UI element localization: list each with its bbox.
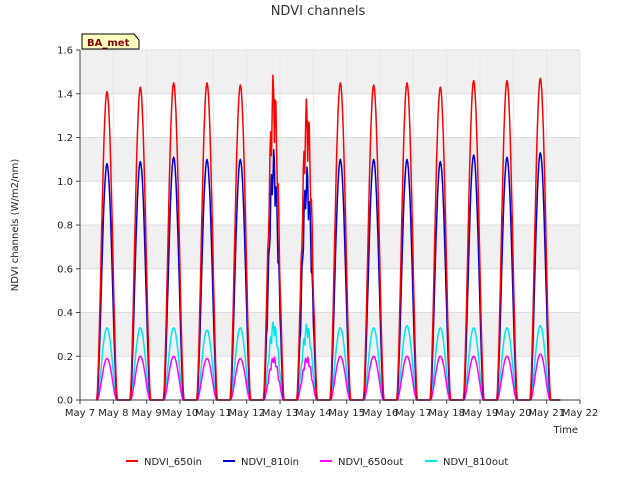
x-tick-label: May 12 [228,408,265,419]
legend-label: NDVI_810in [241,457,299,468]
y-tick-label: 1.6 [57,46,73,57]
grid-band [80,137,580,182]
x-tick-label: May 19 [462,408,499,419]
legend-label: NDVI_810out [443,457,508,468]
legend-item-ndvi_810in[interactable]: NDVI_810in [223,457,299,468]
x-tick-label: May 17 [395,408,432,419]
legend-item-ndvi_650out[interactable]: NDVI_650out [320,457,403,468]
legend-label: NDVI_650out [338,457,403,468]
x-tick-label: May 11 [195,408,232,419]
y-axis-label: NDVI channels (W/m2/nm) [10,159,21,292]
y-tick-label: 1.2 [57,133,73,144]
legend: NDVI_650in NDVI_810in NDVI_650out NDVI_810o… [126,457,508,468]
grid-band [80,312,580,357]
grid-band [80,50,580,94]
x-tick-label: May 20 [495,408,532,419]
y-tick-label: 1.0 [57,177,73,188]
x-tick-label: May 18 [428,408,465,419]
legend-item-ndvi_650in[interactable]: NDVI_650in [126,457,202,468]
x-tick-label: May 13 [262,408,299,419]
x-tick-label: May 10 [162,408,199,419]
legend-label: NDVI_650in [144,457,202,468]
grid-band [80,225,580,269]
x-tick-label: May 14 [295,408,332,419]
y-tick-label: 0.2 [57,352,73,363]
x-tick-label: May 21 [528,408,565,419]
x-tick-label: May 22 [562,408,599,419]
y-tick-label: 0.0 [57,396,73,407]
site-badge: BA_met [81,33,140,50]
y-tick-label: 0.8 [57,221,73,232]
x-tick-label: May 8 [98,408,128,419]
x-tick-label: May 9 [132,408,162,419]
x-tick-label: May 16 [362,408,399,419]
y-tick-label: 0.6 [57,264,73,275]
legend-item-ndvi_810out[interactable]: NDVI_810out [425,457,508,468]
y-tick-label: 0.4 [57,308,73,319]
site-badge-label: BA_met [87,38,130,49]
x-tick-label: May 15 [328,408,365,419]
chart-title: NDVI channels [271,4,366,19]
x-tick-label: May 7 [65,408,95,419]
x-axis-label: Time [553,425,578,436]
y-tick-label: 1.4 [57,89,73,100]
